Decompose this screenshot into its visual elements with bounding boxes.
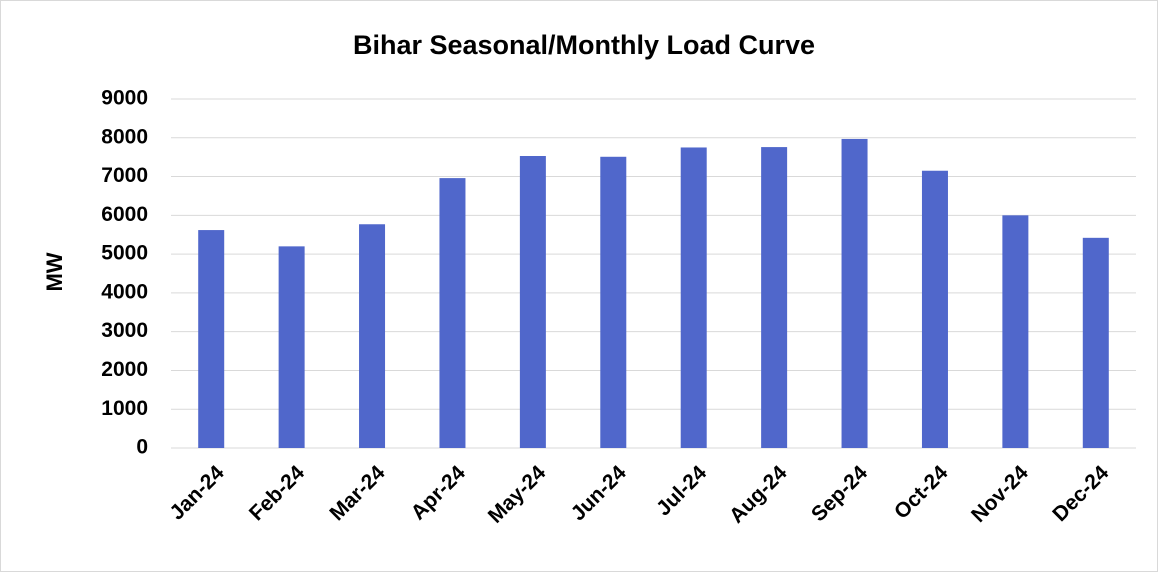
bar — [761, 147, 788, 448]
y-tick-label: 8000 — [101, 125, 148, 148]
y-tick-label: 0 — [136, 436, 148, 459]
y-tick-label: 5000 — [101, 242, 148, 265]
bar — [519, 156, 546, 448]
y-axis-label: MW — [42, 252, 67, 291]
y-tick-label: 6000 — [101, 203, 148, 226]
y-tick-label: 7000 — [101, 164, 148, 187]
bar — [921, 170, 948, 448]
y-tick-label: 1000 — [101, 397, 148, 420]
y-tick-label: 9000 — [101, 87, 148, 110]
bar — [278, 246, 305, 448]
chart-title: Bihar Seasonal/Monthly Load Curve — [353, 30, 815, 60]
bar — [600, 156, 627, 449]
bar — [1082, 237, 1109, 448]
bar — [198, 230, 225, 448]
bar — [841, 138, 868, 449]
bar — [439, 178, 466, 448]
y-tick-label: 2000 — [101, 358, 148, 381]
bar — [680, 147, 707, 448]
bar — [359, 224, 386, 448]
bar — [1002, 215, 1029, 448]
y-tick-label: 4000 — [101, 280, 148, 303]
y-tick-label: 3000 — [101, 319, 148, 342]
